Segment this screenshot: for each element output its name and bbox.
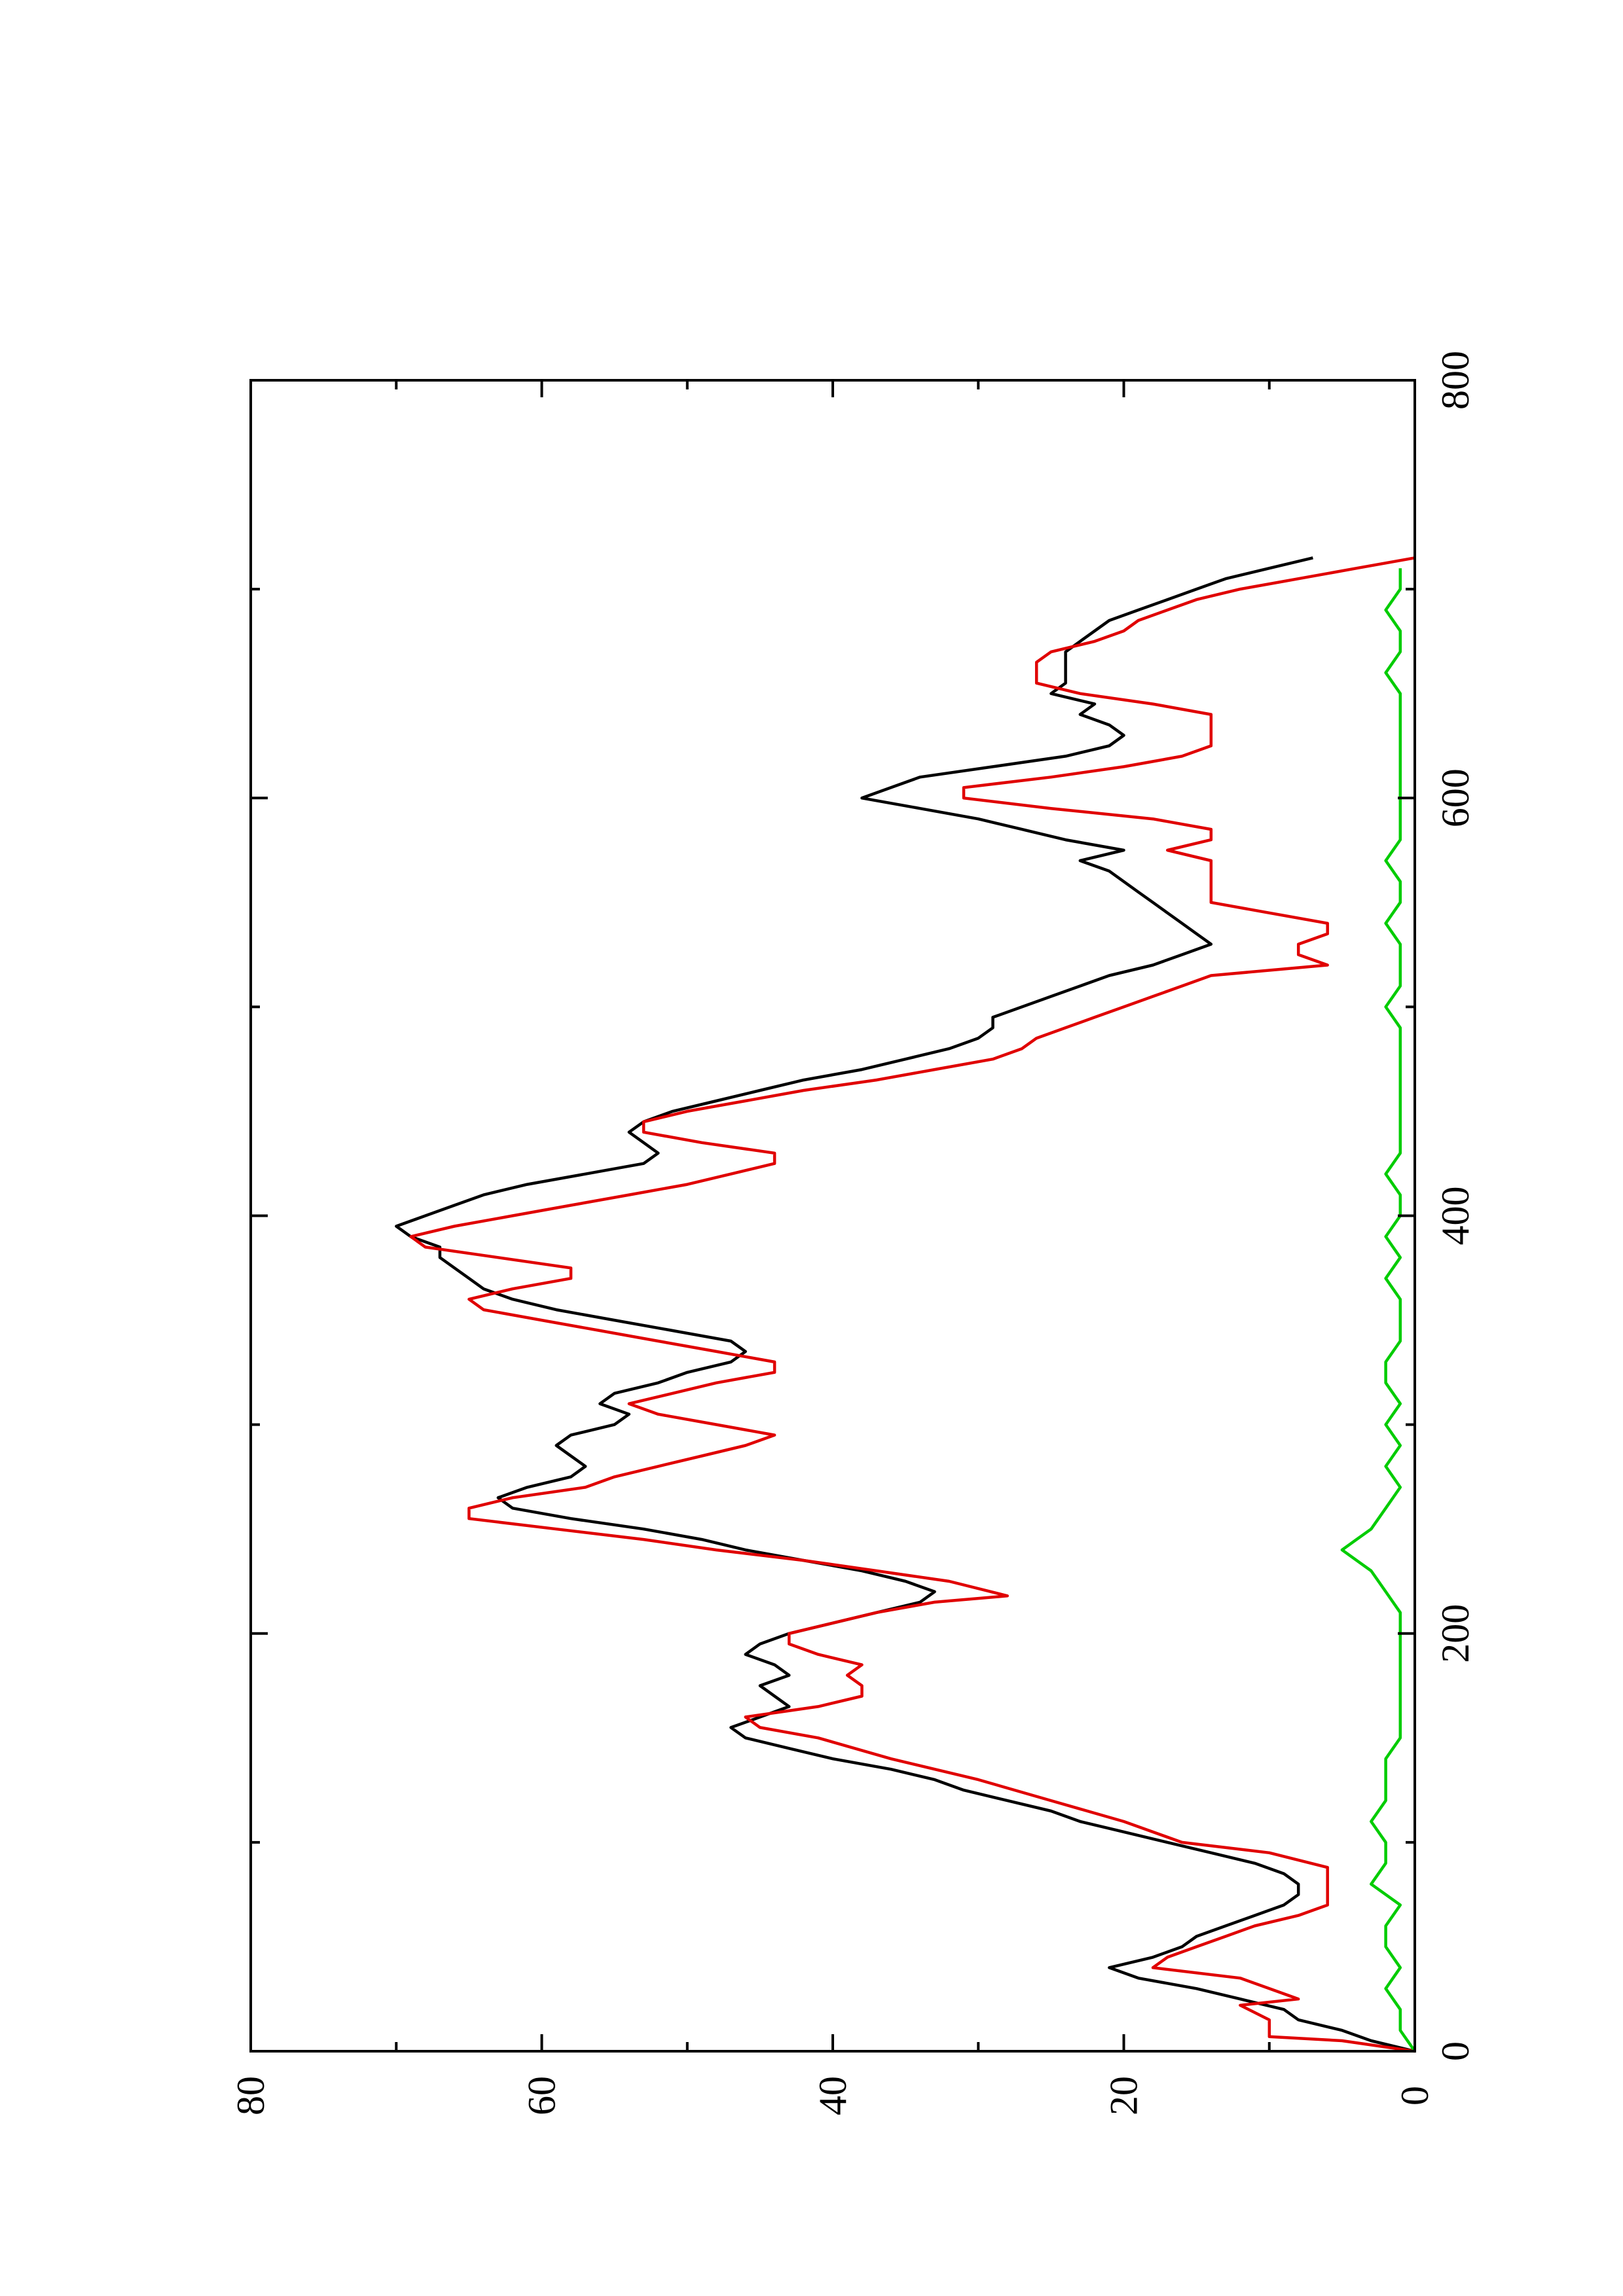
y-tick-label: 0 <box>1393 2086 1436 2106</box>
plot-area <box>395 556 1416 2053</box>
x-tick-label: 400 <box>1434 1187 1477 1246</box>
x-tick-label: 600 <box>1434 768 1477 827</box>
series-line-1 <box>395 556 1415 2053</box>
y-tick-label: 40 <box>811 2076 854 2115</box>
axes-frame <box>249 379 1416 2053</box>
y-tick-label: 60 <box>520 2076 564 2115</box>
x-tick-label: 800 <box>1434 351 1477 410</box>
x-tick-label: 200 <box>1434 1604 1477 1663</box>
y-tick-label: 80 <box>229 2076 272 2115</box>
tick-labels: 0 200 400 600 800 0 20 40 60 80 <box>229 351 1477 2115</box>
y-tick-label: 20 <box>1103 2076 1146 2115</box>
x-tick-label: 0 <box>1434 2041 1477 2061</box>
series-line-2 <box>409 556 1415 2053</box>
series-line-3 <box>1340 568 1416 2053</box>
